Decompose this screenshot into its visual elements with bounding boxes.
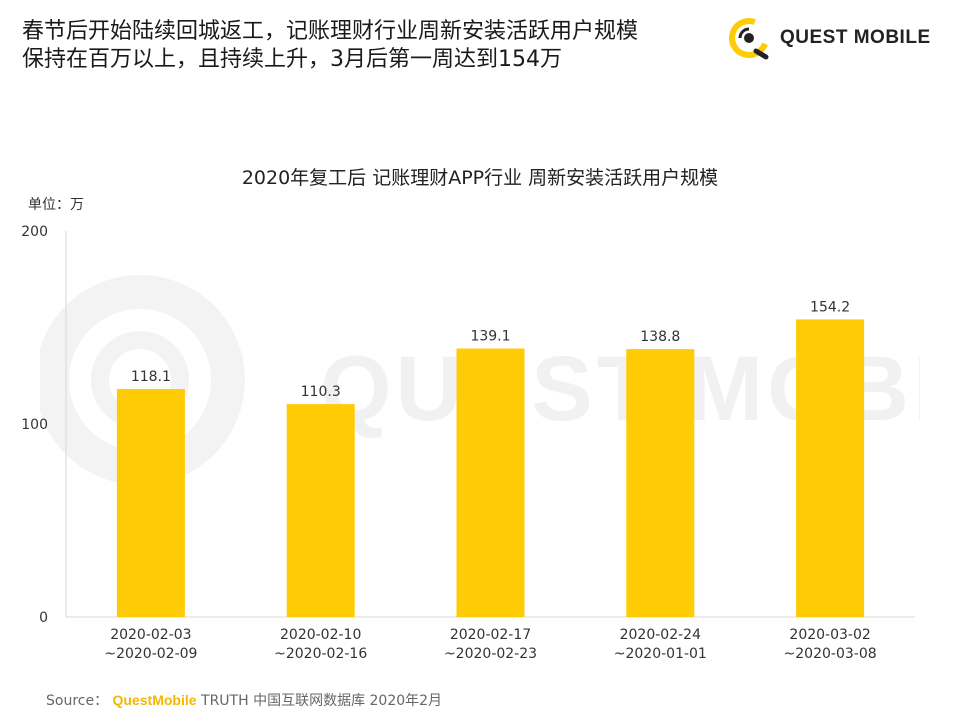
source-rest: TRUTH 中国互联网数据库 2020年2月 (201, 693, 443, 709)
chart-title: 2020年复工后 记账理财APP行业 周新安装活跃用户规模 (241, 167, 719, 189)
source-brand: QuestMobile (112, 692, 197, 708)
x-tick-label: 2020-03-02 (789, 627, 870, 643)
brand-logo: QUEST MOBILE (726, 12, 930, 64)
y-tick-label: 200 (21, 224, 48, 240)
unit-label: 单位：万 (28, 197, 84, 213)
data-label: 118.1 (131, 369, 171, 385)
headline-line-1: 春节后开始陆续回城返工，记账理财行业周新安装活跃用户规模 (22, 19, 639, 44)
x-tick-label: 2020-02-10 (280, 627, 361, 643)
x-tick-label: 2020-02-24 (620, 627, 701, 643)
data-label: 154.2 (810, 299, 850, 315)
x-tick-label: ~2020-01-01 (614, 646, 707, 662)
data-label: 138.8 (640, 329, 680, 345)
x-tick-label: 2020-02-03 (110, 627, 191, 643)
y-tick-label: 100 (21, 417, 48, 433)
y-tick-label: 0 (39, 610, 48, 626)
bar (286, 404, 355, 617)
headline-line-2: 保持在百万以上，且持续上升，3月后第一周达到154万 (22, 47, 562, 72)
quest-mobile-logo-icon (726, 15, 772, 61)
bar (116, 389, 185, 617)
source-prefix: Source： (46, 693, 109, 709)
bar (796, 319, 865, 617)
bar (626, 349, 695, 617)
x-tick-label: ~2020-03-08 (784, 646, 877, 662)
x-tick-label: 2020-02-17 (450, 627, 531, 643)
x-tick-label: ~2020-02-09 (104, 646, 197, 662)
headline: 春节后开始陆续回城返工，记账理财行业周新安装活跃用户规模 保持在百万以上，且持续… (22, 18, 722, 74)
x-tick-label: ~2020-02-16 (274, 646, 367, 662)
bar (456, 348, 525, 617)
logo-text: QUEST MOBILE (780, 27, 931, 48)
data-label: 139.1 (470, 329, 510, 345)
source-note: Source： QuestMobile TRUTH 中国互联网数据库 2020年… (46, 690, 442, 710)
data-label: 110.3 (301, 384, 341, 400)
x-tick-label: ~2020-02-23 (444, 646, 537, 662)
